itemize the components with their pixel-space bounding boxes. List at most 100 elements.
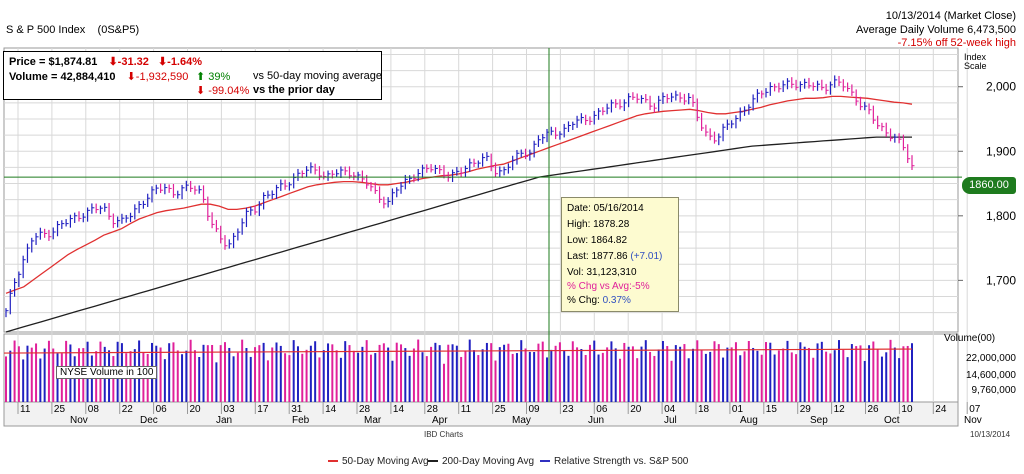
- x-day-label: 15: [766, 404, 778, 415]
- y-tick-label: 1,700: [986, 273, 1016, 287]
- x-month-label: May: [512, 415, 531, 426]
- footer-date: 10/13/2014: [970, 430, 1011, 439]
- legend-rs: Relative Strength vs. S&P 500: [540, 456, 688, 467]
- x-day-label: 24: [935, 404, 947, 415]
- x-month-label: Nov: [70, 415, 88, 426]
- tooltip-pct-chg: % Chg: 0.37%: [567, 295, 631, 306]
- x-month-label: Jan: [216, 415, 232, 426]
- x-day-label: 20: [190, 404, 202, 415]
- x-month-label: Apr: [432, 415, 448, 426]
- x-day-label: 07: [969, 404, 981, 415]
- legend-ma50: 50-Day Moving Avg: [328, 456, 429, 467]
- x-day-label: 28: [427, 404, 439, 415]
- volume-source-label: NYSE Volume in 100: [56, 366, 158, 379]
- tooltip-last: Last: 1877.86 (+7.01): [567, 251, 663, 262]
- vs50-text: vs 50-day moving average: [253, 70, 383, 82]
- down-arrow-icon: ⬇: [108, 56, 118, 68]
- price-change: -31.32: [117, 56, 149, 68]
- x-month-label: Oct: [884, 415, 900, 426]
- x-day-label: 11: [461, 404, 472, 415]
- x-month-label: Sep: [810, 415, 828, 426]
- vs50-pct: 39%: [208, 71, 231, 83]
- x-month-label: Mar: [364, 415, 382, 426]
- x-day-label: 20: [630, 404, 642, 415]
- axes: 11 25 08 22 06 20 03 17 31 14 28 14 28 11 25 09 23 06 20 04…: [4, 48, 1016, 426]
- x-day-label: 31: [291, 404, 303, 415]
- x-day-label: 26: [868, 404, 880, 415]
- down-arrow-icon: ⬇: [126, 71, 136, 83]
- volume-label: Volume = 42,884,410: [9, 71, 116, 83]
- x-day-label: 08: [88, 404, 100, 415]
- x-day-label: 14: [325, 404, 337, 415]
- index-symbol: (0S&P5): [97, 24, 140, 36]
- ma200-series: [5, 136, 912, 333]
- x-day-label: 25: [54, 404, 66, 415]
- x-day-label: 04: [664, 404, 676, 415]
- x-month-label: Nov: [964, 415, 982, 426]
- down-arrow-icon: ⬇: [196, 85, 206, 97]
- tooltip-last-change: (+7.01): [630, 251, 663, 262]
- tooltip-low: Low: 1864.82: [567, 235, 628, 246]
- volume-tick-label: 22,000,000: [966, 353, 1016, 364]
- x-day-label: 10: [901, 404, 913, 415]
- volume-tick-label: 14,600,000: [966, 370, 1016, 381]
- down-arrow-icon: ⬇: [157, 56, 168, 68]
- x-day-label: 18: [698, 404, 710, 415]
- data-tooltip: Date: 05/16/2014 High: 1878.28 Low: 1864…: [561, 197, 679, 312]
- legend-ma200: 200-Day Moving Avg: [428, 456, 534, 467]
- legend-rs-swatch: [540, 460, 550, 463]
- y-tick-label: 1,900: [986, 144, 1016, 158]
- quote-summary-box: Price = $1,874.81 ⬇-31.32 ⬇-1.64% Volume…: [3, 51, 382, 100]
- x-day-label: 28: [359, 404, 371, 415]
- legend-ma50-swatch: [328, 460, 338, 463]
- x-month-label: Jul: [664, 415, 677, 426]
- avg-volume-line: Average Daily Volume 6,473,500: [855, 24, 1016, 36]
- tooltip-date: Date: 05/16/2014: [567, 203, 644, 214]
- index-name: S & P 500 Index: [6, 24, 86, 36]
- grid: [3, 47, 968, 427]
- x-day-label: 12: [834, 404, 846, 415]
- prior-text: vs the prior day: [253, 84, 335, 96]
- volume-change: -1,932,590: [135, 71, 189, 83]
- tooltip-chg-vs-avg: % Chg vs Avg:-5%: [567, 281, 650, 292]
- x-day-label: 01: [732, 404, 744, 415]
- x-day-label: 11: [20, 404, 31, 415]
- x-day-label: 23: [562, 404, 574, 415]
- ma50-series: [5, 95, 913, 294]
- legend-ma200-swatch: [428, 460, 438, 463]
- x-day-label: 03: [223, 404, 235, 415]
- y-tick-label: 1,800: [986, 209, 1016, 223]
- volume-scale-title: Volume(00): [944, 333, 996, 344]
- price-marker-pill: 1860.00: [962, 177, 1016, 194]
- tooltip-high: High: 1878.28: [567, 219, 630, 230]
- up-arrow-icon: ⬆: [196, 71, 206, 83]
- volume-bars: [3, 339, 913, 402]
- x-month-label: Aug: [740, 415, 758, 426]
- price-scale-title: Index Scale: [964, 52, 987, 71]
- price-bars: [5, 75, 915, 318]
- footer-source: IBD Charts: [424, 430, 464, 439]
- off-high-line: -7.15% off 52-week high: [897, 37, 1016, 49]
- date-line: 10/13/2014 (Market Close): [885, 10, 1016, 22]
- x-day-label: 17: [257, 404, 269, 415]
- ma200-line: [5, 136, 912, 333]
- y-tick-label: 2,000: [986, 80, 1016, 94]
- price-pct: -1.64%: [167, 56, 203, 68]
- tooltip-vol: Vol: 31,123,310: [567, 267, 637, 278]
- chart-title: S & P 500 Index (0S&P5): [6, 24, 139, 36]
- x-day-label: 29: [800, 404, 812, 415]
- prior-pct: -99.04%: [208, 85, 250, 97]
- volume-panel: [3, 333, 959, 403]
- x-month-label: Feb: [292, 415, 310, 426]
- x-day-label: 09: [529, 404, 541, 415]
- x-day-label: 22: [122, 404, 134, 415]
- volume-average-line: [3, 348, 913, 354]
- x-month-label: Jun: [588, 415, 604, 426]
- x-month-label: Dec: [140, 415, 158, 426]
- x-day-label: 06: [156, 404, 168, 415]
- price-label: Price = $1,874.81: [9, 56, 98, 68]
- x-day-label: 06: [596, 404, 608, 415]
- ma50-line: [5, 95, 913, 294]
- date-axis-panel: [3, 401, 959, 427]
